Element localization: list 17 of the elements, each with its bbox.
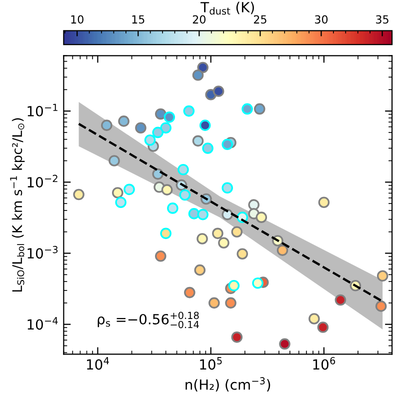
x-axis-title: n(H₂) (cm$^{−3}$): [186, 377, 270, 392]
color-bar-label: 15: [132, 15, 144, 24]
text: L$_{SiO}$/L$_{bol}$ (K km s$^{−1}$ kpc²/L$_{⊙}$): [10, 118, 25, 292]
color-bar-title: T$_{dust}$ (K): [200, 2, 254, 15]
annotation: ρ$_{s}$ =−0.56$^{+0.18}$$_{−0.14}$: [98, 312, 199, 328]
color-bar-label: 30: [315, 15, 328, 24]
color-bar-label: 10: [71, 15, 84, 24]
color-bar-label: 25: [254, 15, 266, 24]
x-tick-label: 10$^{5}$: [200, 357, 222, 370]
color-bar-label: 35: [376, 15, 388, 24]
color-bar-label: 20: [192, 15, 206, 24]
y-tick-label: 10$^{−4}$: [28, 317, 58, 330]
y-tick-label: 10$^{−2}$: [28, 174, 58, 188]
x-tick-label: 10$^{4}$: [87, 357, 109, 370]
x-tick-label: 10$^{6}$: [313, 356, 336, 370]
y-tick-label: 10$^{−1}$: [28, 104, 58, 116]
y-tick-label: 10$^{−3}$: [28, 246, 58, 259]
